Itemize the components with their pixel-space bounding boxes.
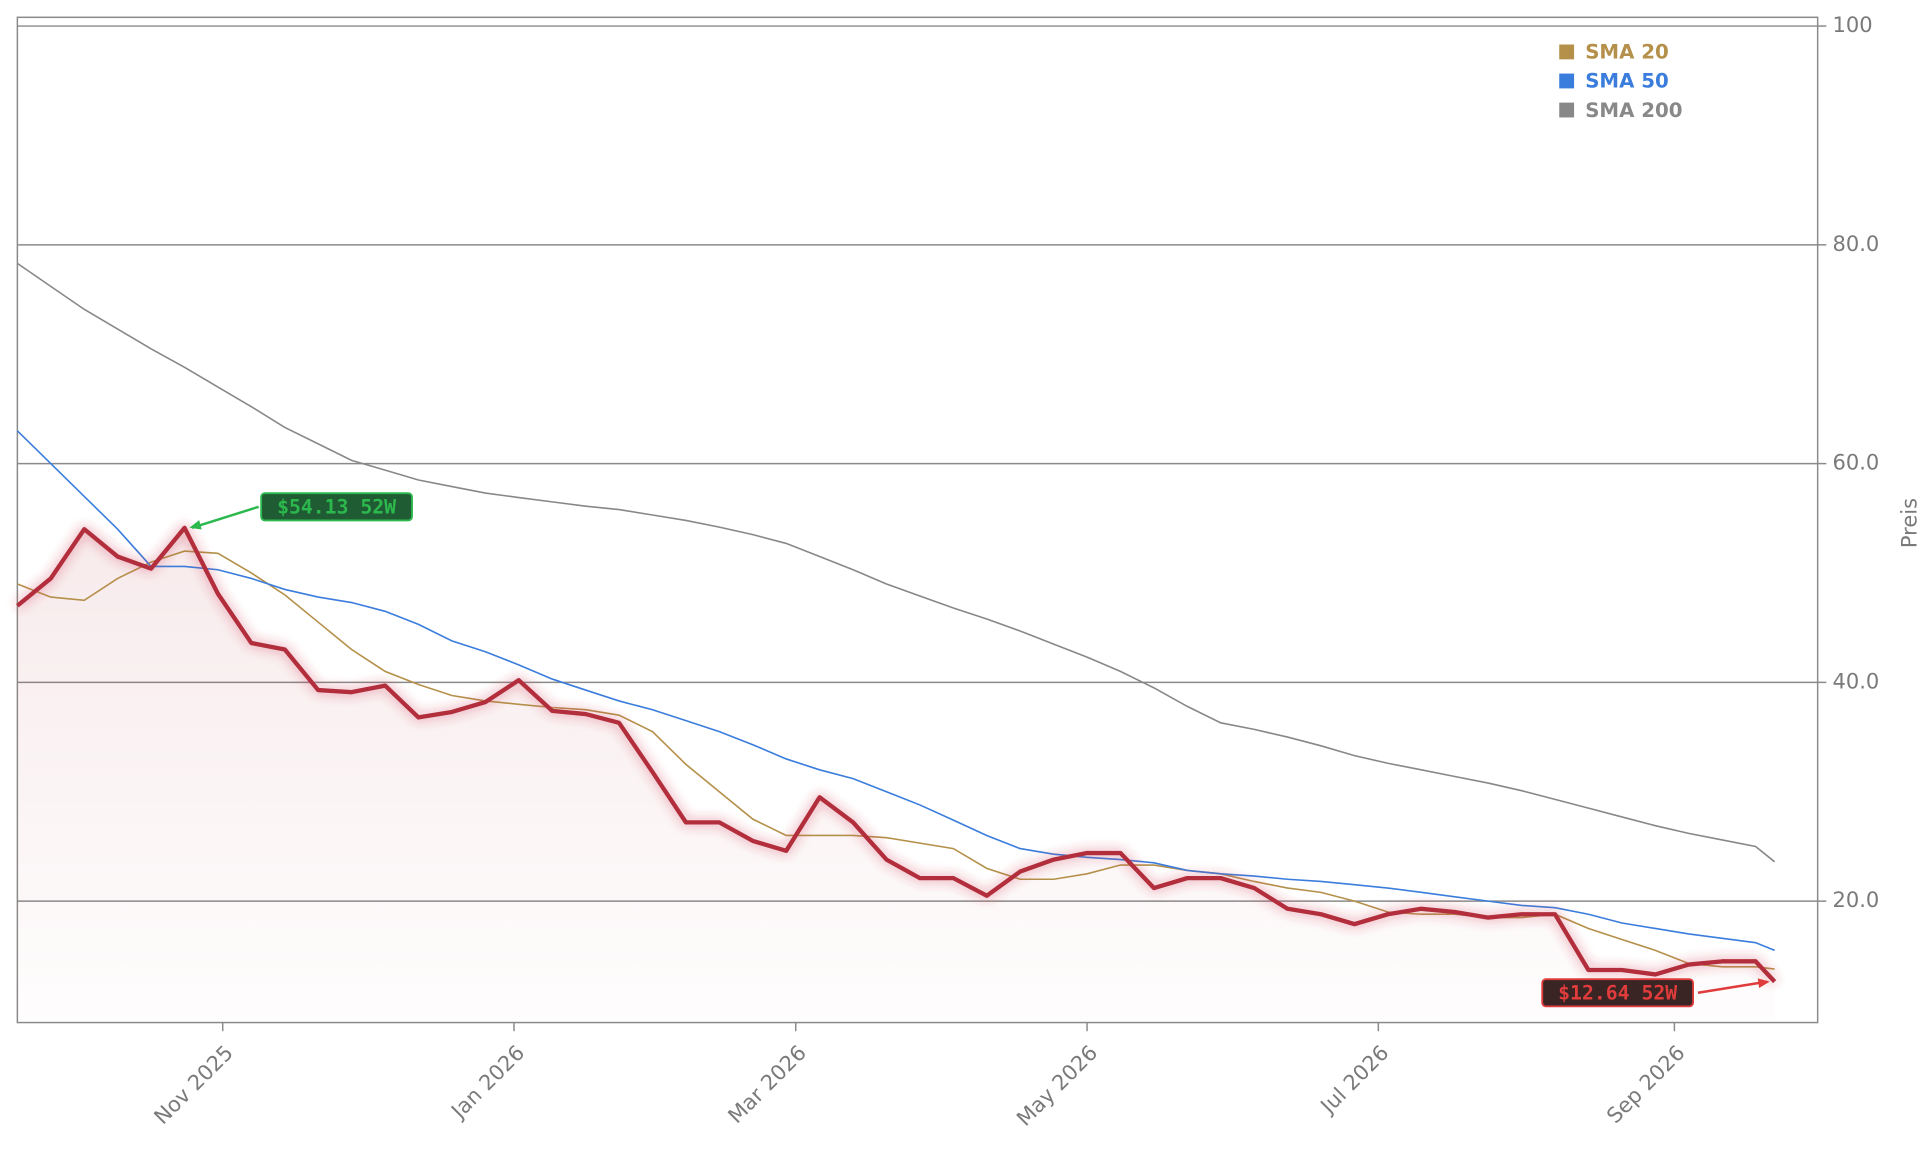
x-tick-label: Sep 2026 (1601, 1040, 1689, 1128)
annotation: $12.64 52W (1541, 978, 1770, 1008)
x-tick-label: Nov 2025 (149, 1040, 238, 1129)
y-tick-label: 60.0 (1832, 450, 1879, 475)
annotation: $54.13 52W (189, 492, 413, 530)
y-tick-label: 100 (1832, 12, 1872, 37)
price-line (16, 525, 1777, 984)
annotation-box (260, 492, 413, 522)
legend-swatch (1559, 102, 1575, 118)
y-tick-label: 80.0 (1832, 231, 1879, 256)
legend-label: SMA 20 (1585, 41, 1669, 64)
x-tick-label: Jan 2026 (445, 1040, 529, 1124)
legend-label: SMA 200 (1585, 99, 1682, 122)
price-area (17, 527, 1775, 1023)
y-axis-label: Preis (1896, 498, 1921, 548)
annotation-arrowhead (189, 520, 202, 530)
y-tick-label: 40.0 (1832, 668, 1879, 693)
sma-line (16, 430, 1775, 952)
annotation-arrow (1697, 980, 1768, 994)
annotation-box (1541, 978, 1695, 1008)
annotation-label: $12.64 52W (1558, 982, 1677, 1005)
legend-swatch (1559, 44, 1575, 60)
annotation-arrow (191, 505, 260, 529)
y-tick-label: 20.0 (1832, 887, 1879, 912)
annotation-arrowhead (1757, 978, 1770, 988)
x-tick-label: Jul 2026 (1314, 1040, 1394, 1120)
annotation-label: $54.13 52W (277, 496, 396, 519)
legend-label: SMA 50 (1585, 70, 1669, 93)
legend-swatch (1559, 73, 1575, 89)
x-tick-label: Mar 2026 (723, 1040, 811, 1128)
sma-line (16, 262, 1776, 863)
x-tick-label: May 2026 (1011, 1040, 1102, 1131)
